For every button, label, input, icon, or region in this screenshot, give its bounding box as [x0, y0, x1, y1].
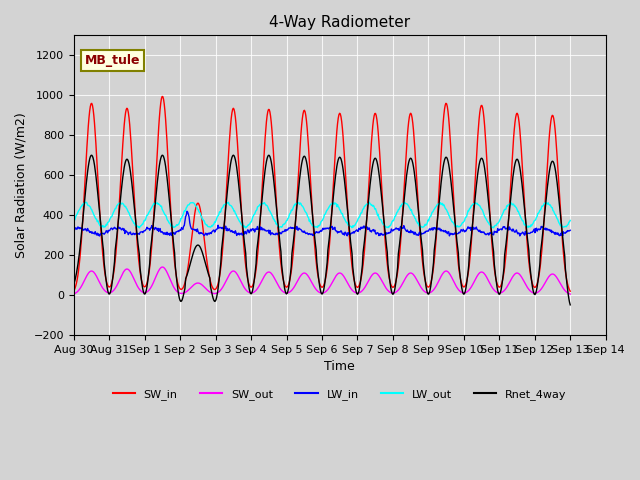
Rnet_4way: [180, 289, 188, 295]
LW_in: [383, 231, 391, 237]
LW_in: [70, 227, 77, 233]
SW_out: [130, 276, 138, 282]
LW_in: [398, 226, 406, 231]
SW_out: [158, 264, 166, 270]
LW_out: [181, 208, 189, 214]
LW_out: [136, 225, 143, 231]
Line: LW_out: LW_out: [74, 202, 570, 228]
Title: 4-Way Radiometer: 4-Way Radiometer: [269, 15, 410, 30]
LW_in: [208, 229, 216, 235]
SW_in: [207, 281, 215, 287]
X-axis label: Time: Time: [324, 360, 355, 373]
LW_out: [365, 199, 373, 205]
Rnet_4way: [229, 152, 237, 158]
LW_out: [566, 217, 574, 223]
LW_in: [566, 228, 574, 233]
SW_out: [566, 291, 574, 297]
SW_out: [79, 281, 86, 287]
Line: SW_out: SW_out: [74, 267, 570, 294]
Rnet_4way: [397, 228, 405, 233]
Y-axis label: Solar Radiation (W/m2): Solar Radiation (W/m2): [15, 112, 28, 258]
LW_out: [79, 203, 86, 208]
SW_out: [383, 286, 390, 292]
Rnet_4way: [79, 217, 86, 223]
SW_in: [158, 94, 166, 99]
SW_out: [207, 290, 215, 296]
LW_in: [95, 233, 103, 239]
Text: MB_tule: MB_tule: [84, 54, 140, 67]
SW_out: [397, 283, 405, 289]
SW_out: [70, 291, 77, 297]
LW_out: [207, 224, 215, 229]
Rnet_4way: [566, 302, 574, 308]
LW_out: [130, 220, 138, 226]
Line: LW_in: LW_in: [74, 211, 570, 236]
SW_in: [397, 233, 405, 239]
LW_in: [183, 208, 191, 214]
LW_out: [398, 202, 406, 207]
SW_in: [181, 280, 189, 286]
Line: Rnet_4way: Rnet_4way: [74, 155, 570, 305]
SW_in: [70, 288, 77, 294]
Legend: SW_in, SW_out, LW_in, LW_out, Rnet_4way: SW_in, SW_out, LW_in, LW_out, Rnet_4way: [108, 384, 572, 404]
SW_in: [130, 188, 138, 193]
Rnet_4way: [207, 284, 214, 289]
SW_in: [566, 288, 574, 294]
LW_in: [131, 232, 138, 238]
SW_in: [383, 255, 390, 261]
SW_out: [181, 289, 189, 295]
Rnet_4way: [70, 282, 77, 288]
LW_in: [181, 218, 189, 224]
LW_in: [79, 227, 86, 233]
Rnet_4way: [383, 244, 390, 250]
LW_out: [383, 225, 391, 230]
Line: SW_in: SW_in: [74, 96, 570, 291]
SW_in: [79, 217, 86, 223]
LW_out: [70, 218, 77, 224]
Rnet_4way: [130, 200, 138, 205]
